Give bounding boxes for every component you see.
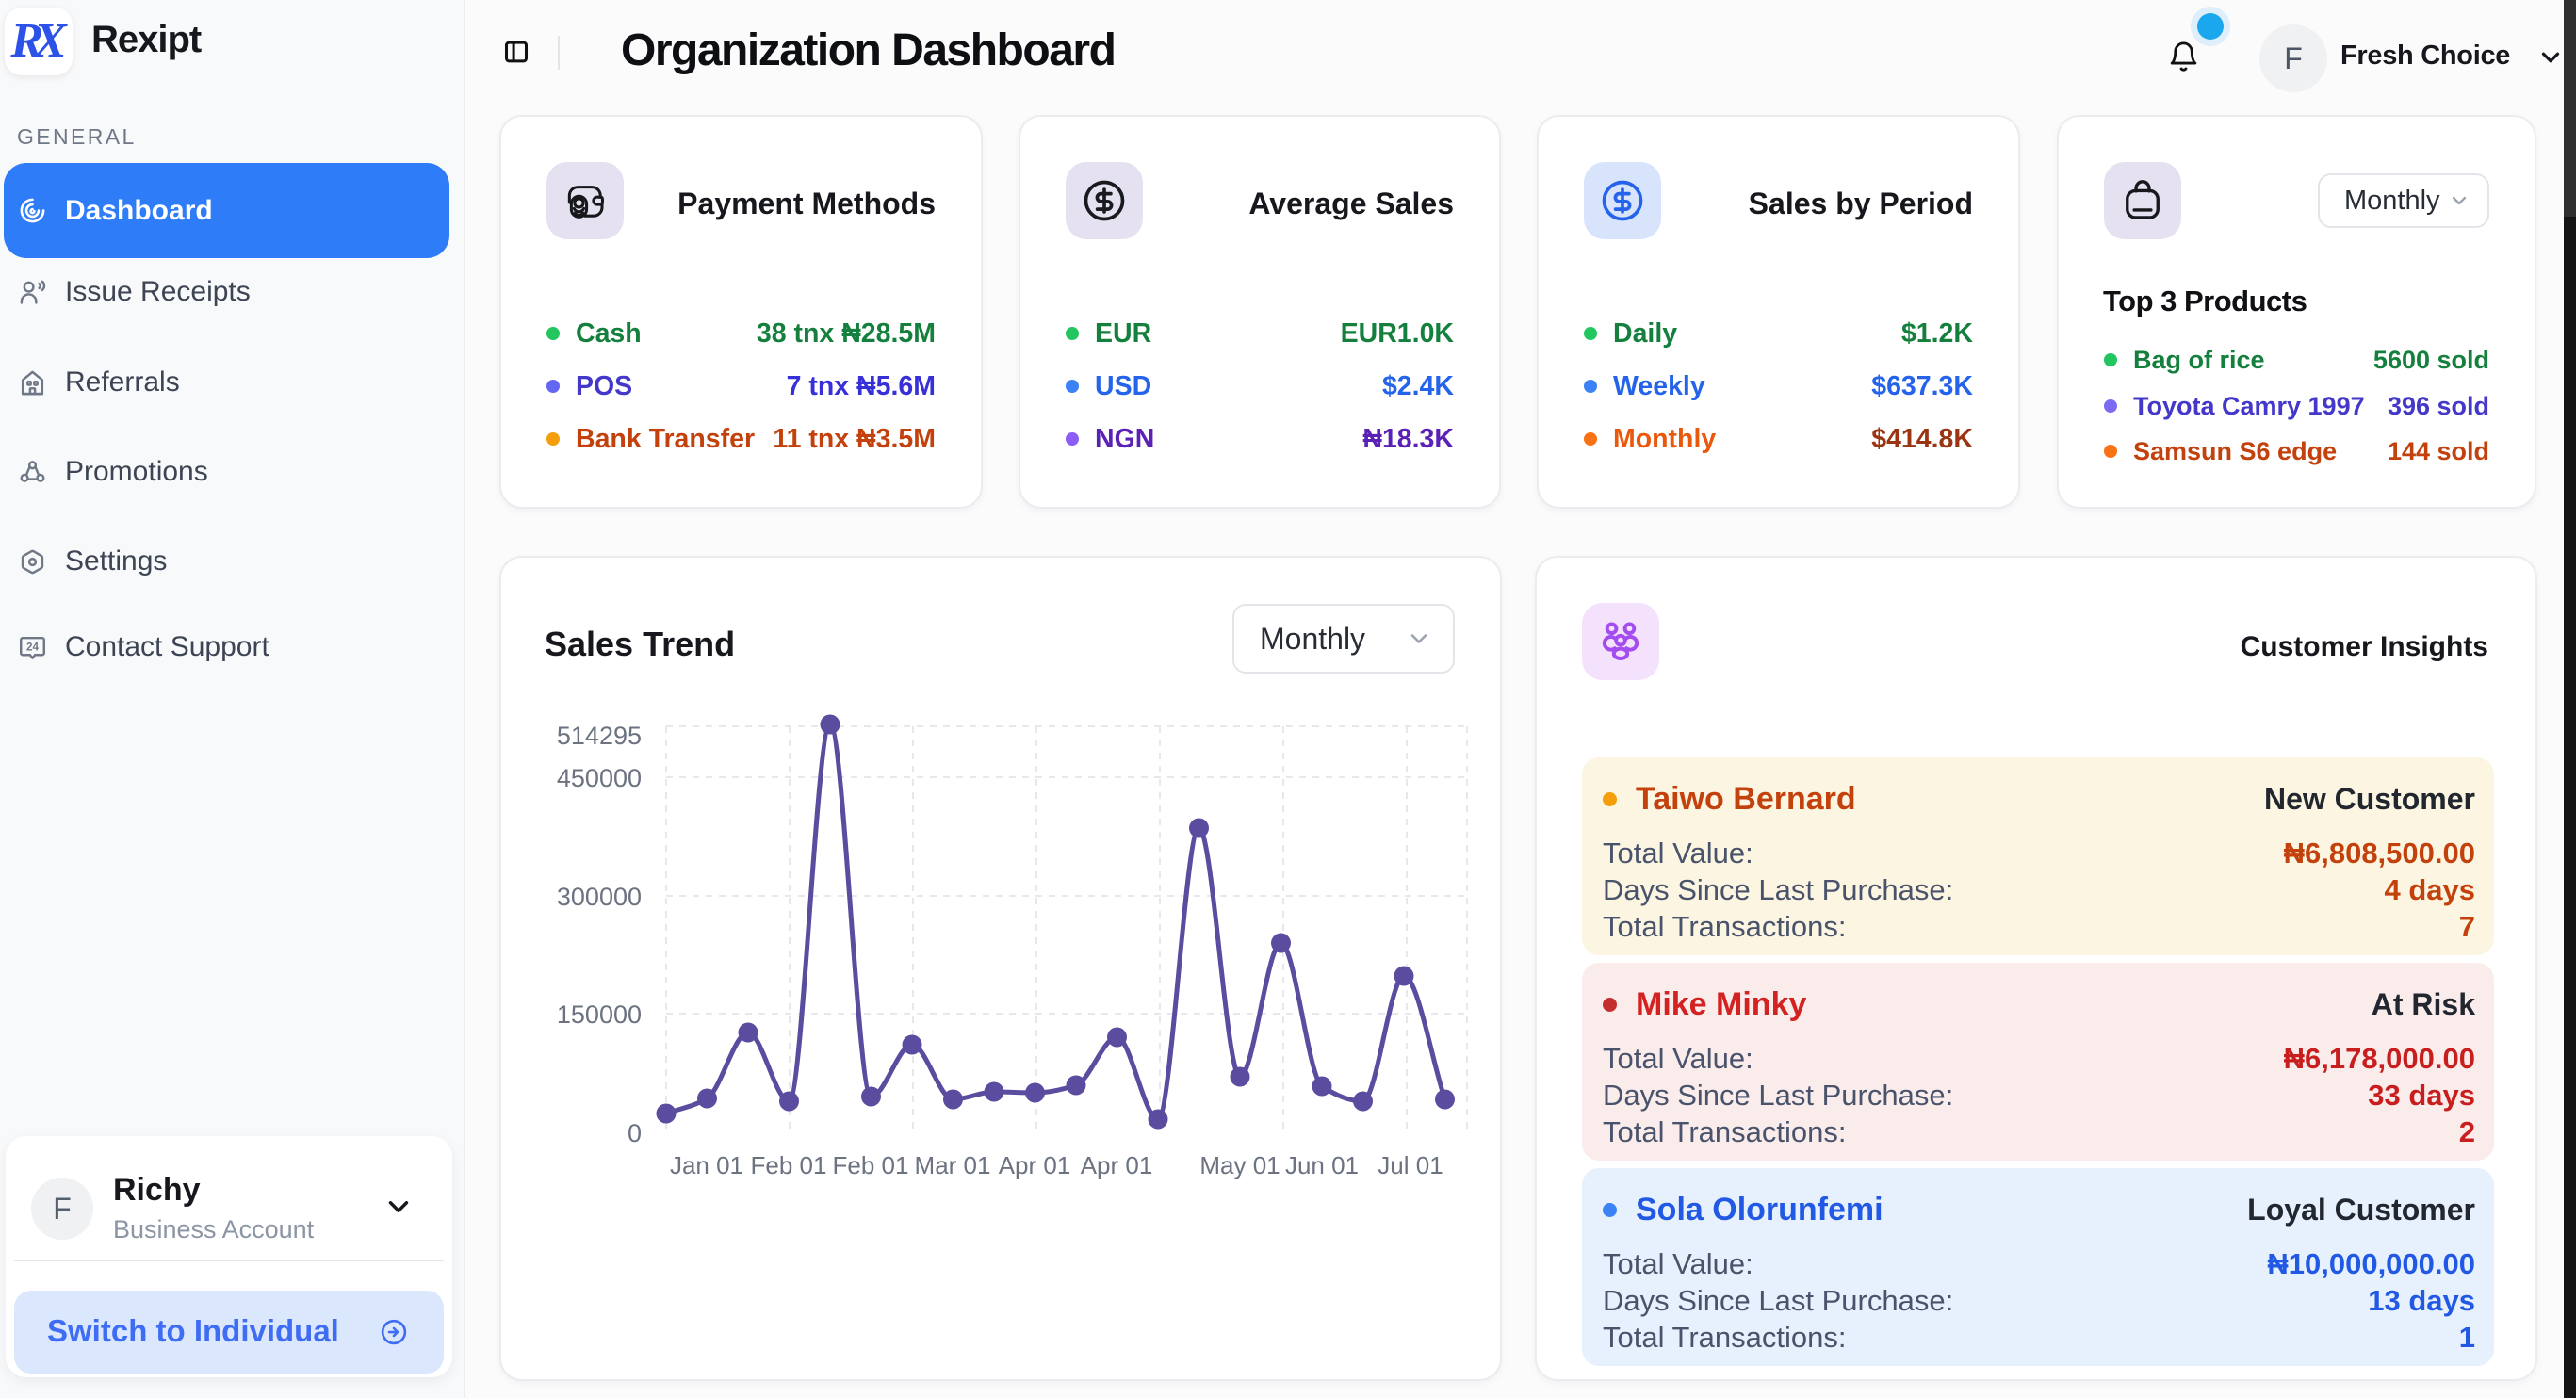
svg-text:24: 24 (26, 641, 39, 653)
